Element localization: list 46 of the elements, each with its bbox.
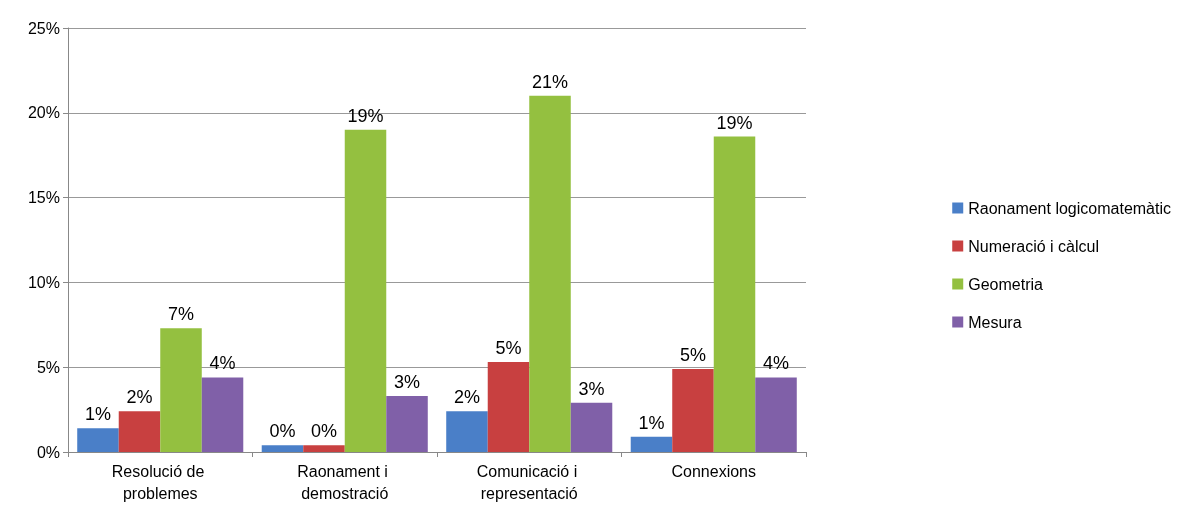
y-tick-label: 20% [27, 104, 60, 122]
bar [160, 328, 202, 452]
bar [630, 436, 673, 452]
bar [570, 402, 613, 452]
y-tick-label: 15% [27, 189, 60, 207]
data-label: 7% [168, 304, 195, 325]
data-label: 5% [679, 344, 706, 365]
data-label: 3% [394, 372, 421, 393]
data-label: 3% [578, 378, 605, 399]
legend-label: Mesura [968, 313, 1022, 331]
data-label: 19% [347, 105, 384, 126]
bar [77, 428, 119, 452]
bar [261, 445, 304, 452]
x-tick-label: Resolució de problemes [111, 462, 209, 502]
bar [344, 129, 387, 452]
data-label: 1% [638, 412, 665, 433]
data-label: 4% [763, 353, 790, 374]
bar [201, 377, 244, 452]
bar [446, 411, 488, 452]
bar [713, 136, 756, 452]
bar [118, 411, 161, 452]
data-label: 1% [84, 404, 111, 425]
bar [487, 362, 530, 452]
data-label: 4% [209, 353, 236, 374]
y-tick-label: 0% [36, 443, 60, 461]
y-tick-label: 25% [27, 19, 60, 37]
legend-label: Geometria [968, 275, 1044, 293]
bar [386, 396, 428, 452]
data-label: 5% [495, 338, 522, 359]
y-tick-label: 5% [36, 358, 60, 376]
x-tick-label: Connexions [671, 462, 756, 480]
x-tick-label: Raonament i demostració [297, 462, 393, 502]
x-tick-label: Comunicació i representació [476, 462, 582, 502]
legend-label: Raonament logicomatemàtic [968, 199, 1171, 217]
data-label: 19% [716, 112, 753, 133]
data-label: 2% [126, 387, 153, 408]
data-label: 21% [531, 71, 569, 92]
legend-label: Numeració i càlcul [968, 237, 1099, 255]
y-tick-label: 10% [27, 273, 60, 291]
bar [672, 368, 714, 452]
bar [303, 445, 345, 452]
bar [755, 377, 797, 452]
data-label: 2% [453, 387, 480, 408]
data-label: 0% [310, 421, 337, 442]
data-label: 0% [269, 421, 296, 442]
bar [529, 95, 571, 452]
